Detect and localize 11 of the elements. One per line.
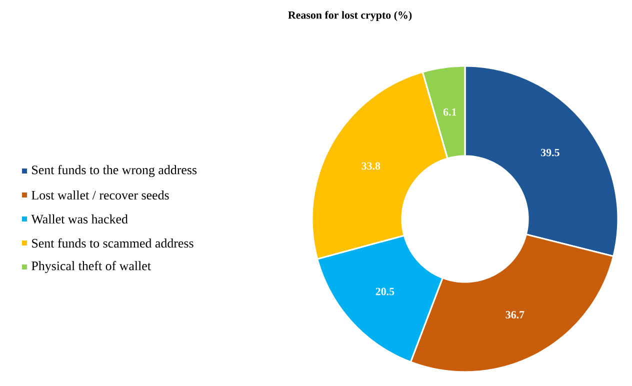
legend-label: Lost wallet / recover seeds [32,190,169,200]
chart-title: Reason for lost crypto (%) [288,10,412,22]
data-label: 20.5 [376,288,394,296]
legend-label: Sent funds to the wrong address [32,165,197,177]
data-label: 36.7 [506,311,524,318]
legend-label: Sent funds to scammed address [32,238,194,248]
legend-label: Physical theft of wallet [32,261,151,273]
data-label: 6.1 [443,108,456,116]
legend-label: Wallet was hacked [31,214,128,224]
data-label: 39.5 [541,148,560,156]
data-label: 33.8 [362,162,380,170]
